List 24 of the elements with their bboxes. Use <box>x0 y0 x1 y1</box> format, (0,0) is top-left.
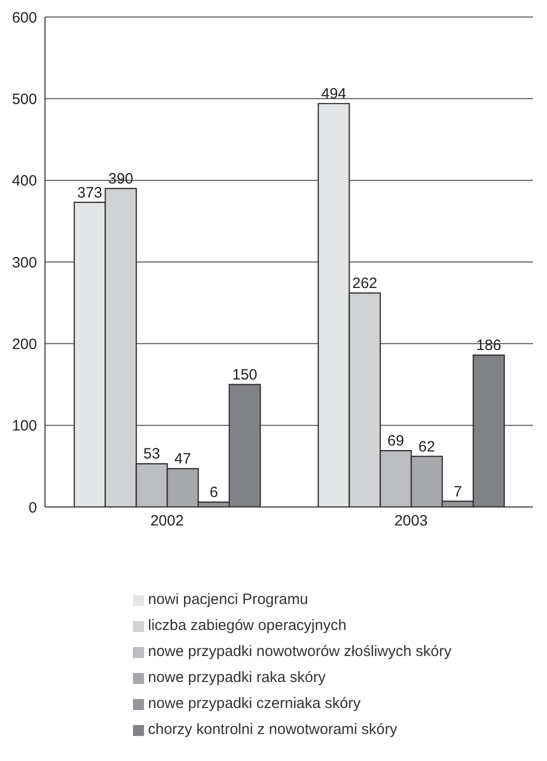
legend-label: liczba zabiegów operacyjnych <box>148 617 346 634</box>
legend-label: nowi pacjenci Programu <box>148 591 308 608</box>
y-tick-label: 200 <box>12 336 37 353</box>
data-label: 62 <box>418 438 436 456</box>
data-label: 47 <box>174 450 192 468</box>
legend-label: nowe przypadki raka skóry <box>148 669 326 686</box>
y-tick-label: 600 <box>12 9 37 26</box>
data-label: 262 <box>352 275 378 292</box>
data-label: 69 <box>387 432 404 450</box>
y-tick-label: 400 <box>12 172 37 190</box>
data-label: 6 <box>210 484 218 502</box>
y-tick-label: 500 <box>12 90 37 108</box>
legend-label: nowe przypadki nowotworów złośliwych skóry <box>148 643 452 660</box>
y-tick-label: 100 <box>12 418 37 435</box>
y-tick-label: 0 <box>28 499 37 516</box>
legend-label: chorzy kontrolni z nowotworami skóry <box>148 721 398 738</box>
data-label: 7 <box>454 483 462 500</box>
x-tick-label: 2003 <box>394 512 428 530</box>
data-label: 150 <box>232 366 258 384</box>
x-tick-label: 2002 <box>150 512 184 530</box>
data-label: 53 <box>143 446 160 463</box>
data-label: 373 <box>77 184 102 202</box>
legend-label: nowe przypadki czerniaka skóry <box>148 695 361 712</box>
y-tick-label: 300 <box>12 254 37 272</box>
